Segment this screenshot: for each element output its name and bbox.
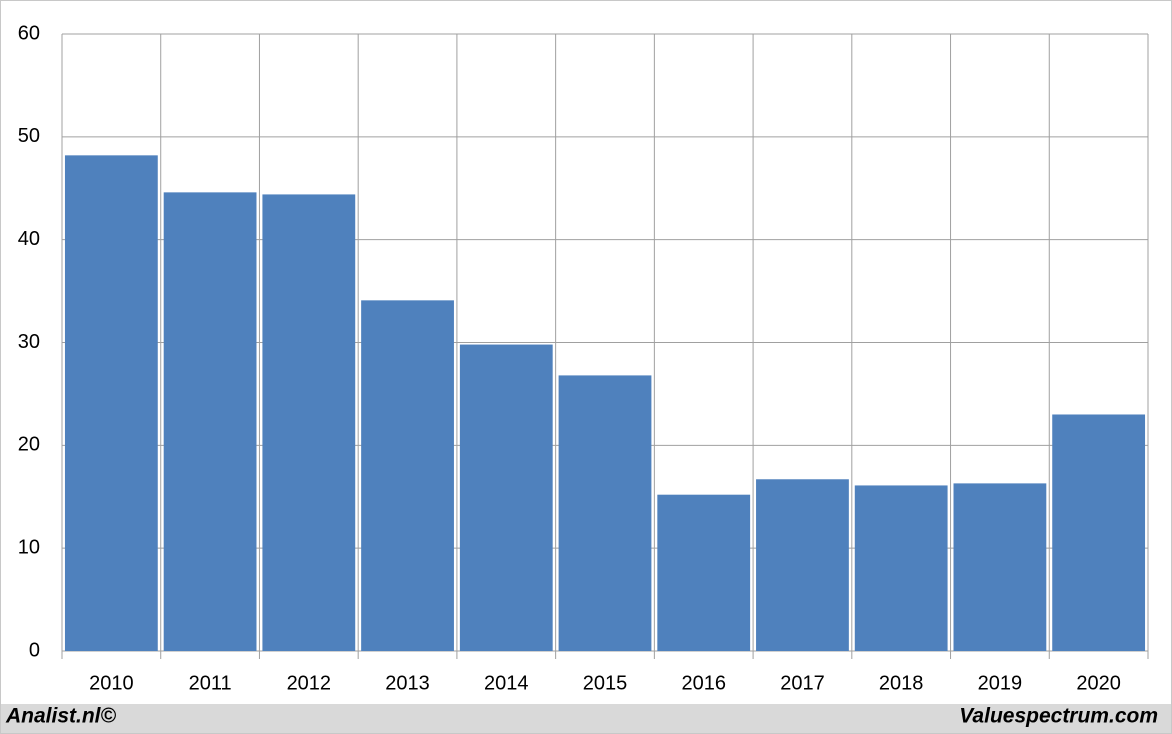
bar — [756, 479, 849, 651]
bar — [854, 485, 948, 651]
y-tick-label: 0 — [29, 639, 40, 661]
y-tick-label: 60 — [18, 22, 40, 44]
bar — [262, 194, 356, 652]
y-tick-label: 10 — [18, 536, 40, 558]
y-tick-label: 20 — [18, 434, 40, 456]
x-tick-label: 2010 — [89, 672, 134, 694]
x-tick-label: 2014 — [484, 672, 529, 694]
footer-left: Analist.nl© — [5, 705, 117, 728]
bar — [1052, 414, 1146, 651]
y-tick-label: 30 — [18, 331, 40, 353]
bar — [361, 300, 454, 651]
x-tick-label: 2011 — [189, 672, 232, 694]
x-tick-label: 2012 — [287, 672, 332, 694]
bar — [953, 483, 1047, 651]
bar — [558, 375, 652, 651]
x-tick-label: 2015 — [583, 672, 628, 694]
bar — [163, 192, 257, 651]
x-tick-label: 2017 — [780, 672, 825, 694]
x-tick-label: 2016 — [681, 672, 726, 694]
x-tick-label: 2019 — [978, 672, 1023, 694]
x-tick-label: 2013 — [385, 672, 430, 694]
bar — [64, 155, 158, 652]
footer-band — [1, 704, 1171, 733]
y-tick-label: 50 — [18, 125, 40, 147]
bar — [459, 344, 553, 651]
y-tick-label: 40 — [18, 228, 40, 250]
x-tick-label: 2020 — [1076, 672, 1121, 694]
x-tick-label: 2018 — [879, 672, 924, 694]
bar — [657, 494, 751, 651]
footer-right: Valuespectrum.com — [959, 705, 1158, 728]
